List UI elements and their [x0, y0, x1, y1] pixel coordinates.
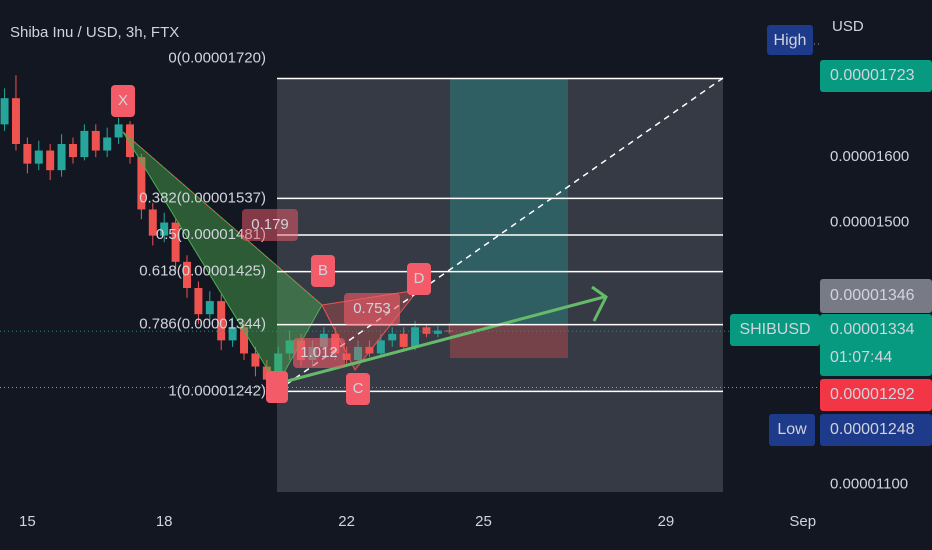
candle-body: [342, 353, 351, 360]
price-tag: [820, 379, 932, 411]
price-tag-label: 0.00001248: [830, 421, 915, 438]
candle-body: [80, 130, 89, 158]
price-tag-label: 0.00001334: [830, 321, 915, 338]
target-zone: [450, 78, 568, 324]
label-box: [311, 255, 335, 287]
position-tool: [277, 43, 820, 492]
pattern-xb: [122, 131, 323, 306]
x-tick-label: 25: [475, 513, 492, 530]
y-tick-label: 0.00001600: [830, 148, 909, 165]
candle-body: [354, 346, 363, 360]
ratio-label: 0.753: [353, 300, 391, 317]
x-tick-label: Sep: [789, 513, 816, 530]
fib-label: 1(0.00001242): [168, 382, 266, 399]
candle-body: [388, 333, 397, 341]
fib-label: 0.5(0.00001481): [156, 226, 266, 243]
chart-title: Shiba Inu / USD, 3h, FTX: [10, 24, 179, 41]
label-box: [346, 373, 370, 405]
fib-label: 0.786(0.00001344): [139, 316, 266, 333]
candle-body: [34, 150, 43, 164]
candle-body: [114, 124, 123, 138]
y-tick-label: 0.00001500: [830, 214, 909, 231]
high-tag: [767, 25, 813, 55]
range-box: [277, 78, 723, 492]
candle-body: [57, 144, 66, 171]
ratio-box: [242, 209, 298, 241]
candle-body: [68, 144, 77, 158]
label-box: [266, 371, 288, 403]
candle-body: [137, 157, 146, 210]
candle-body: [422, 327, 431, 334]
ratio-box: [344, 293, 400, 325]
candle-body: [274, 353, 283, 380]
symbol-tag: [730, 314, 820, 346]
countdown: 01:07:44: [830, 349, 892, 366]
price-tag-label: 0.00001346: [830, 287, 915, 304]
x-tick-label: 15: [19, 513, 36, 530]
pattern-label: X: [118, 92, 128, 109]
candle-body: [251, 353, 260, 367]
arrow-head: [591, 285, 608, 322]
candle-body: [285, 340, 294, 354]
price-tag: [820, 60, 932, 92]
candle-body: [240, 327, 249, 354]
pattern-label: B: [318, 262, 328, 279]
candle-body: [148, 209, 157, 236]
fib-label: 0.618(0.00001425): [139, 263, 266, 280]
candle-body: [205, 301, 214, 315]
candle-body: [433, 330, 442, 334]
y-tick-label: 0.00001100: [830, 475, 908, 492]
symbol-label: SHIBUSD: [739, 321, 810, 338]
candle-body: [126, 124, 134, 158]
pattern-label: D: [414, 270, 425, 287]
x-tick-label: 22: [338, 513, 355, 530]
price-tag: [820, 279, 932, 313]
candle-body: [411, 327, 420, 347]
candle-body: [0, 98, 9, 125]
low-tag: [769, 414, 815, 446]
high-tag-label: High: [774, 32, 807, 49]
candle-body: [160, 222, 169, 236]
price-tag: [820, 414, 932, 446]
candle-body: [11, 98, 20, 144]
pattern-label: C: [353, 380, 364, 397]
fib-label: 0.382(0.00001537): [139, 189, 266, 206]
candle-body: [445, 330, 454, 332]
trend-arrow: [279, 295, 605, 385]
currency-label: USD: [832, 18, 864, 35]
candle-body: [376, 340, 385, 354]
fib-label: 0(0.00001720): [168, 50, 266, 67]
ratio-label: 1.012: [300, 344, 338, 361]
x-tick-label: 29: [658, 513, 675, 530]
price-tag-label: 0.00001292: [830, 386, 915, 403]
low-tag-label: Low: [777, 421, 807, 438]
target-line: [276, 77, 724, 392]
candle-body: [23, 144, 32, 164]
price-tag-label: 0.00001723: [830, 67, 915, 84]
candle-body: [91, 130, 100, 151]
label-box: [407, 263, 431, 295]
price-tag: [820, 314, 932, 376]
candle-body: [194, 288, 203, 315]
x-tick-label: 18: [156, 513, 173, 530]
candle-body: [399, 333, 408, 347]
candle-body: [183, 261, 191, 288]
candle-body: [217, 301, 226, 341]
candle-body: [171, 222, 180, 262]
ratio-box: [293, 338, 345, 368]
candle-body: [46, 150, 55, 171]
candle-body: [228, 327, 237, 341]
stop-zone: [450, 324, 568, 358]
candle-body: [103, 137, 112, 151]
ratio-label: 0.179: [251, 216, 289, 233]
candle-body: [365, 346, 374, 354]
label-box: [111, 85, 135, 117]
